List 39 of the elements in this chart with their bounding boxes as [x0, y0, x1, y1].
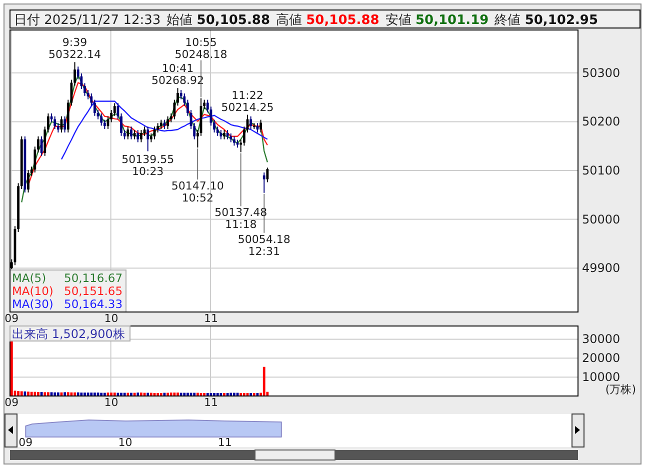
- y-tick-label: 10000: [582, 370, 620, 384]
- annotation: 11:22: [232, 88, 264, 102]
- annotation: 10:55: [185, 36, 217, 50]
- annotation: 11:18: [225, 218, 257, 232]
- annotation: 12:31: [248, 244, 280, 258]
- y-tick-label: 50100: [582, 164, 620, 178]
- y-tick-label: 50300: [582, 66, 620, 80]
- x-tick-label: 11: [204, 396, 218, 409]
- text: 10: [118, 436, 132, 449]
- annotation: 50147.10: [171, 180, 224, 193]
- text: 09: [18, 436, 33, 449]
- x-tick-label: 09: [4, 312, 19, 325]
- text: 高値 50,105.88: [276, 12, 380, 28]
- chart-title: 日付 2025/11/27 12:33: [14, 13, 161, 28]
- y-tick-label: 50000: [582, 212, 620, 226]
- x-tick-label: 10: [104, 396, 118, 409]
- text: 始値 50,105.88: [166, 13, 270, 28]
- x-tick-label: 09: [4, 396, 19, 409]
- annotation: 50054.18: [238, 232, 290, 246]
- annotation: 10:23: [132, 165, 164, 178]
- annotation: 50248.18: [174, 48, 228, 62]
- annotation: 9:39: [62, 36, 88, 50]
- legend: MA(5) 50,116.67 MA(10) 50,151.65 MA(30) 50,164.33: [10, 270, 126, 312]
- chart-title: 出来高 1,502,900株: [12, 327, 125, 341]
- y-axis-title: (万株): [605, 383, 636, 396]
- text: 終値 50,102.95: [494, 13, 598, 28]
- annotation: 50322.14: [48, 48, 102, 62]
- y-tick-label: 50200: [582, 114, 620, 129]
- annotation: 10:41: [162, 62, 194, 76]
- y-tick-label: 20000: [582, 351, 620, 366]
- x-tick-label: 10: [104, 312, 118, 325]
- y-tick-label: 49900: [582, 261, 620, 276]
- y-tick-label: 30000: [582, 332, 620, 346]
- annotation: 50214.25: [221, 100, 274, 114]
- text: 11: [218, 436, 232, 449]
- annotation: 50139.55: [122, 153, 174, 166]
- annotation: 10:52: [182, 192, 214, 205]
- x-tick-label: 11: [204, 312, 218, 325]
- text: 安値 50,101.19: [385, 12, 489, 28]
